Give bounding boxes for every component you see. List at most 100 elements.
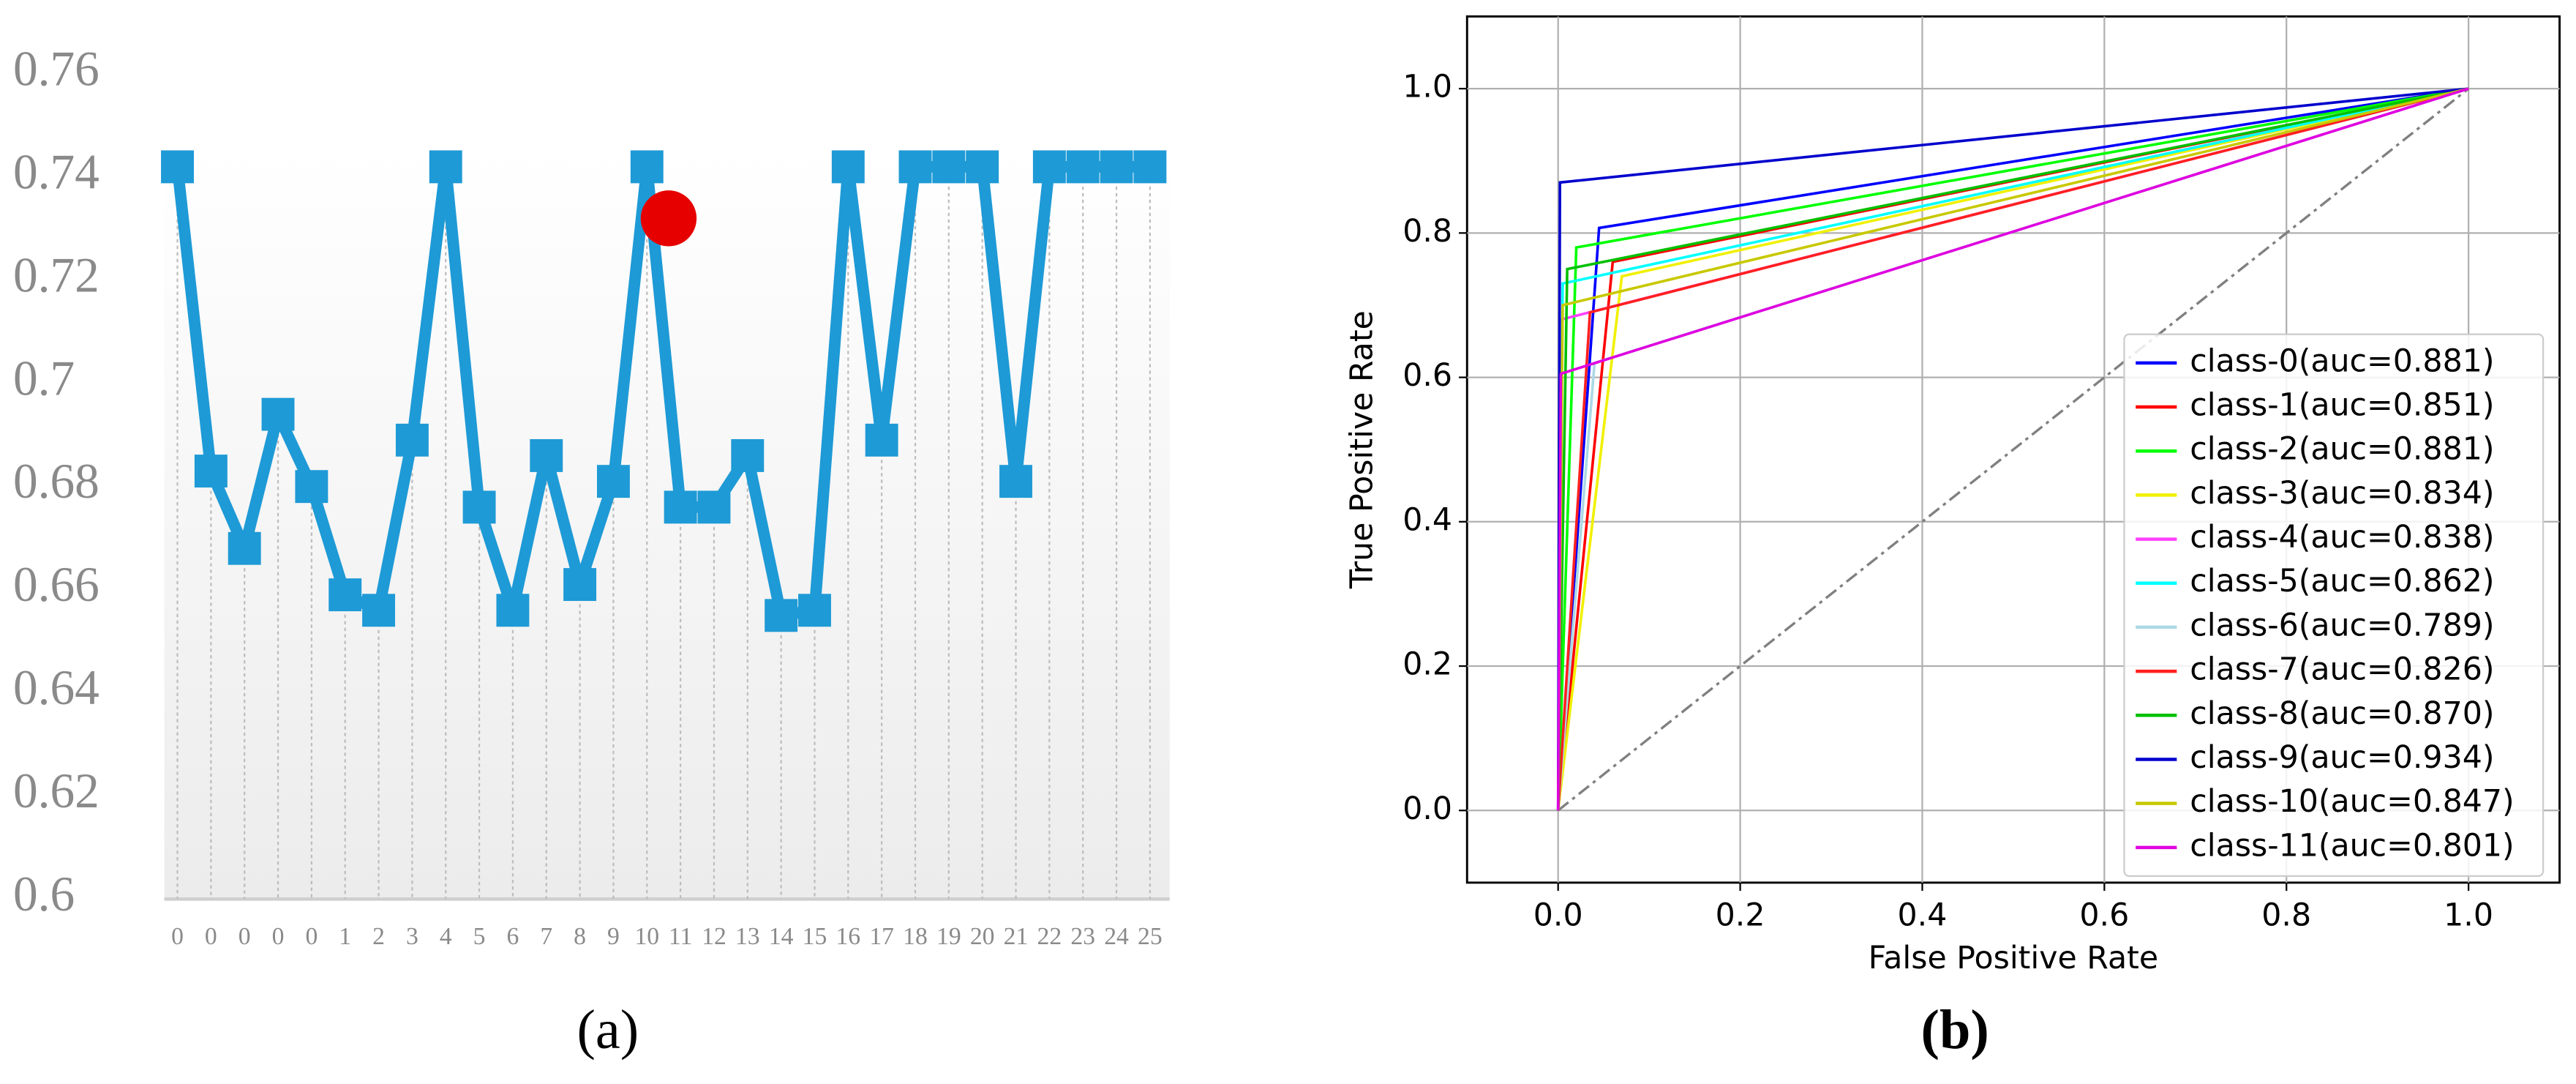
x-tick-label: 8 [574, 923, 586, 950]
y-tick-label: 0.62 [13, 763, 99, 818]
y-tick-label: 0.7 [13, 351, 75, 405]
y-tick-label: 0.6 [1402, 357, 1452, 394]
highlight-point [640, 190, 697, 247]
x-tick-label: 18 [903, 923, 928, 950]
x-tick-label: 0.6 [2079, 897, 2129, 934]
data-marker [194, 455, 228, 488]
data-marker [1133, 150, 1167, 184]
y-tick-label: 0.64 [13, 660, 99, 715]
x-tick-label: 3 [406, 923, 418, 950]
x-tick-label: 16 [835, 923, 860, 950]
legend-label: class-10(auc=0.847) [2190, 783, 2514, 820]
x-tick-label: 0 [305, 923, 318, 950]
y-tick-label: 1.0 [1402, 69, 1452, 105]
y-tick-label: 0.0 [1402, 790, 1452, 827]
x-tick-label: 15 [803, 923, 827, 950]
data-marker [1032, 150, 1066, 184]
x-tick-label: 0.8 [2261, 897, 2311, 934]
x-tick-label: 1 [339, 923, 351, 950]
x-tick-label: 24 [1104, 923, 1129, 950]
data-marker [328, 578, 362, 612]
roc-curve [1556, 87, 2469, 811]
x-tick-label: 12 [702, 923, 726, 950]
x-tick-label: 0 [239, 923, 251, 950]
x-tick-label: 17 [869, 923, 894, 950]
data-marker [1100, 150, 1133, 184]
data-marker [429, 150, 462, 184]
x-tick-label: 1.0 [2444, 897, 2493, 934]
data-marker [228, 531, 261, 565]
data-marker [596, 465, 630, 498]
x-tick-label: 22 [1037, 923, 1062, 950]
data-marker [261, 397, 295, 431]
panel-caption: (b) [1921, 998, 1989, 1061]
data-line [171, 161, 1150, 621]
y-tick-label: 0.72 [13, 247, 99, 302]
y-tick-label: 0.4 [1402, 501, 1452, 538]
x-tick-label: 20 [970, 923, 995, 950]
data-marker [563, 568, 597, 602]
legend-label: class-7(auc=0.826) [2190, 651, 2494, 688]
x-tick-label: 11 [669, 923, 692, 950]
data-marker [731, 438, 765, 472]
data-marker [1066, 150, 1100, 184]
x-tick-label: 4 [440, 923, 452, 950]
x-tick-label: 0.0 [1533, 897, 1583, 934]
legend-label: class-0(auc=0.881) [2190, 343, 2494, 379]
x-axis-label: False Positive Rate [1869, 940, 2158, 976]
y-tick-label: 0.8 [1402, 213, 1452, 250]
data-marker [831, 150, 865, 184]
data-marker [295, 470, 328, 504]
data-marker [932, 150, 966, 184]
data-marker [999, 465, 1032, 498]
legend-label: class-11(auc=0.801) [2190, 827, 2514, 864]
y-tick-label: 0.76 [13, 42, 99, 97]
x-tick-label: 0 [272, 923, 285, 950]
data-marker [966, 150, 999, 184]
y-axis-label: True Positive Rate [1343, 310, 1380, 589]
data-marker [798, 594, 831, 627]
roc-curve [1556, 87, 2469, 811]
data-marker [697, 490, 731, 524]
data-marker [362, 594, 396, 627]
y-tick-label: 0.2 [1402, 646, 1452, 683]
x-tick-label: 5 [473, 923, 486, 950]
data-marker [462, 490, 496, 524]
data-marker [898, 150, 932, 184]
y-tick-label: 0.74 [13, 144, 99, 199]
roc-curve [1556, 87, 2469, 811]
data-marker [865, 423, 898, 457]
x-tick-label: 7 [540, 923, 552, 950]
x-tick-label: 0 [205, 923, 217, 950]
x-tick-label: 0.2 [1716, 897, 1765, 934]
data-marker [496, 594, 530, 627]
x-tick-label: 23 [1070, 923, 1095, 950]
roc-curve [1556, 87, 2469, 811]
legend-box [2123, 333, 2545, 878]
data-marker [161, 150, 194, 184]
data-marker [664, 490, 697, 524]
x-tick-label: 2 [372, 923, 385, 950]
data-marker [630, 150, 664, 184]
x-tick-label: 10 [634, 923, 659, 950]
x-tick-label: 0.4 [1898, 897, 1948, 934]
legend-label: class-4(auc=0.838) [2190, 519, 2494, 556]
x-tick-label: 25 [1138, 923, 1163, 950]
data-marker [530, 438, 563, 472]
x-tick-label: 13 [735, 923, 760, 950]
legend-label: class-6(auc=0.789) [2190, 607, 2494, 643]
x-tick-label: 0 [171, 923, 184, 950]
legend-label: class-5(auc=0.862) [2190, 563, 2494, 599]
x-tick-label: 6 [506, 923, 519, 950]
reference-line [1557, 87, 2470, 812]
legend-label: class-1(auc=0.851) [2190, 387, 2494, 424]
data-marker [765, 599, 798, 632]
legend-label: class-9(auc=0.934) [2190, 739, 2494, 776]
y-tick-label: 0.6 [13, 867, 75, 922]
data-marker [395, 423, 429, 457]
y-tick-label: 0.68 [13, 454, 99, 509]
legend-label: class-8(auc=0.870) [2190, 695, 2494, 732]
roc-curve [1556, 87, 2469, 811]
x-tick-label: 9 [607, 923, 620, 950]
